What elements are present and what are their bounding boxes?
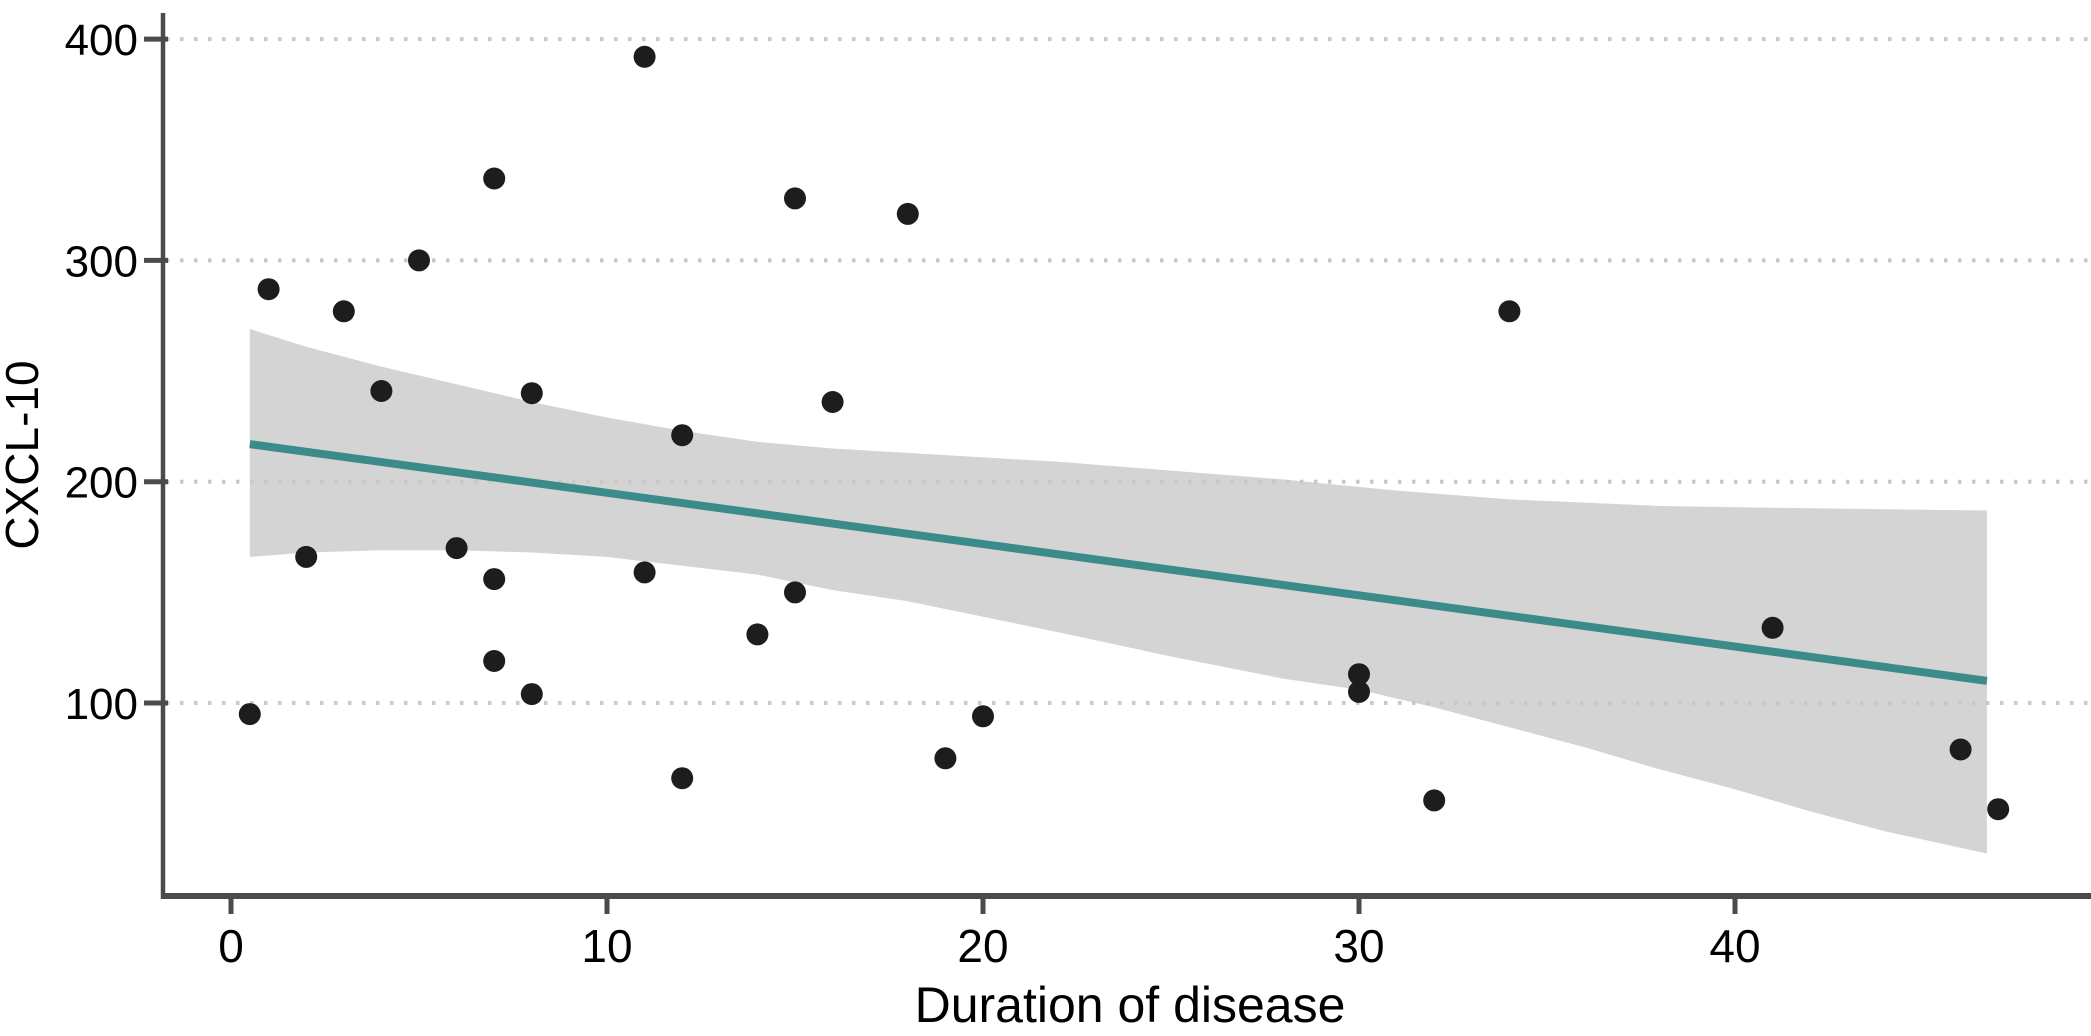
- x-tick-label-10: 10: [581, 920, 632, 972]
- data-point: [483, 568, 506, 591]
- data-point: [1348, 680, 1370, 703]
- data-point: [633, 561, 656, 584]
- y-axis-title: CXCL-10: [0, 360, 48, 549]
- y-tick-label-300: 300: [65, 237, 138, 286]
- data-point: [332, 300, 355, 323]
- y-tick-label-100: 100: [65, 680, 138, 729]
- data-point: [295, 545, 318, 568]
- data-point: [784, 187, 806, 210]
- data-point: [934, 747, 957, 770]
- data-point: [445, 537, 468, 560]
- data-point: [633, 45, 656, 68]
- data-point: [1498, 300, 1521, 323]
- data-point: [483, 167, 506, 190]
- data-point: [1987, 798, 2010, 821]
- regression-line-layer: [249, 440, 1988, 685]
- regression-line: [249, 440, 1988, 685]
- x-axis-title: Duration of disease: [915, 977, 1346, 1033]
- data-point-layer: [238, 45, 2010, 821]
- data-point: [896, 202, 919, 225]
- data-point: [821, 391, 844, 413]
- data-point: [1348, 663, 1370, 686]
- data-point: [483, 650, 506, 672]
- data-point: [1761, 616, 1784, 639]
- data-point: [784, 581, 806, 604]
- data-point: [520, 382, 543, 405]
- data-point: [746, 623, 769, 646]
- data-point: [1423, 789, 1446, 812]
- confidence-band-layer: [249, 329, 1987, 854]
- x-tick-label-20: 20: [957, 920, 1008, 972]
- data-point: [972, 705, 994, 728]
- data-point: [1949, 738, 1972, 761]
- data-point: [671, 424, 694, 447]
- data-point: [257, 278, 280, 301]
- y-tick-label-400: 400: [65, 16, 138, 65]
- data-point: [370, 380, 393, 402]
- y-tick-label-200: 200: [65, 459, 138, 508]
- axis-layer: 100 200 300 400 0 10 20 30 40: [65, 13, 2091, 972]
- label-layer: Duration of disease CXCL-10: [0, 360, 1345, 1033]
- x-tick-label-40: 40: [1709, 920, 1760, 972]
- x-tick-label-30: 30: [1333, 920, 1384, 972]
- x-tick-label-0: 0: [218, 920, 244, 972]
- confidence-band: [249, 329, 1987, 854]
- data-point: [671, 767, 694, 790]
- data-point: [238, 703, 261, 726]
- data-point: [520, 683, 543, 706]
- data-point: [408, 249, 430, 272]
